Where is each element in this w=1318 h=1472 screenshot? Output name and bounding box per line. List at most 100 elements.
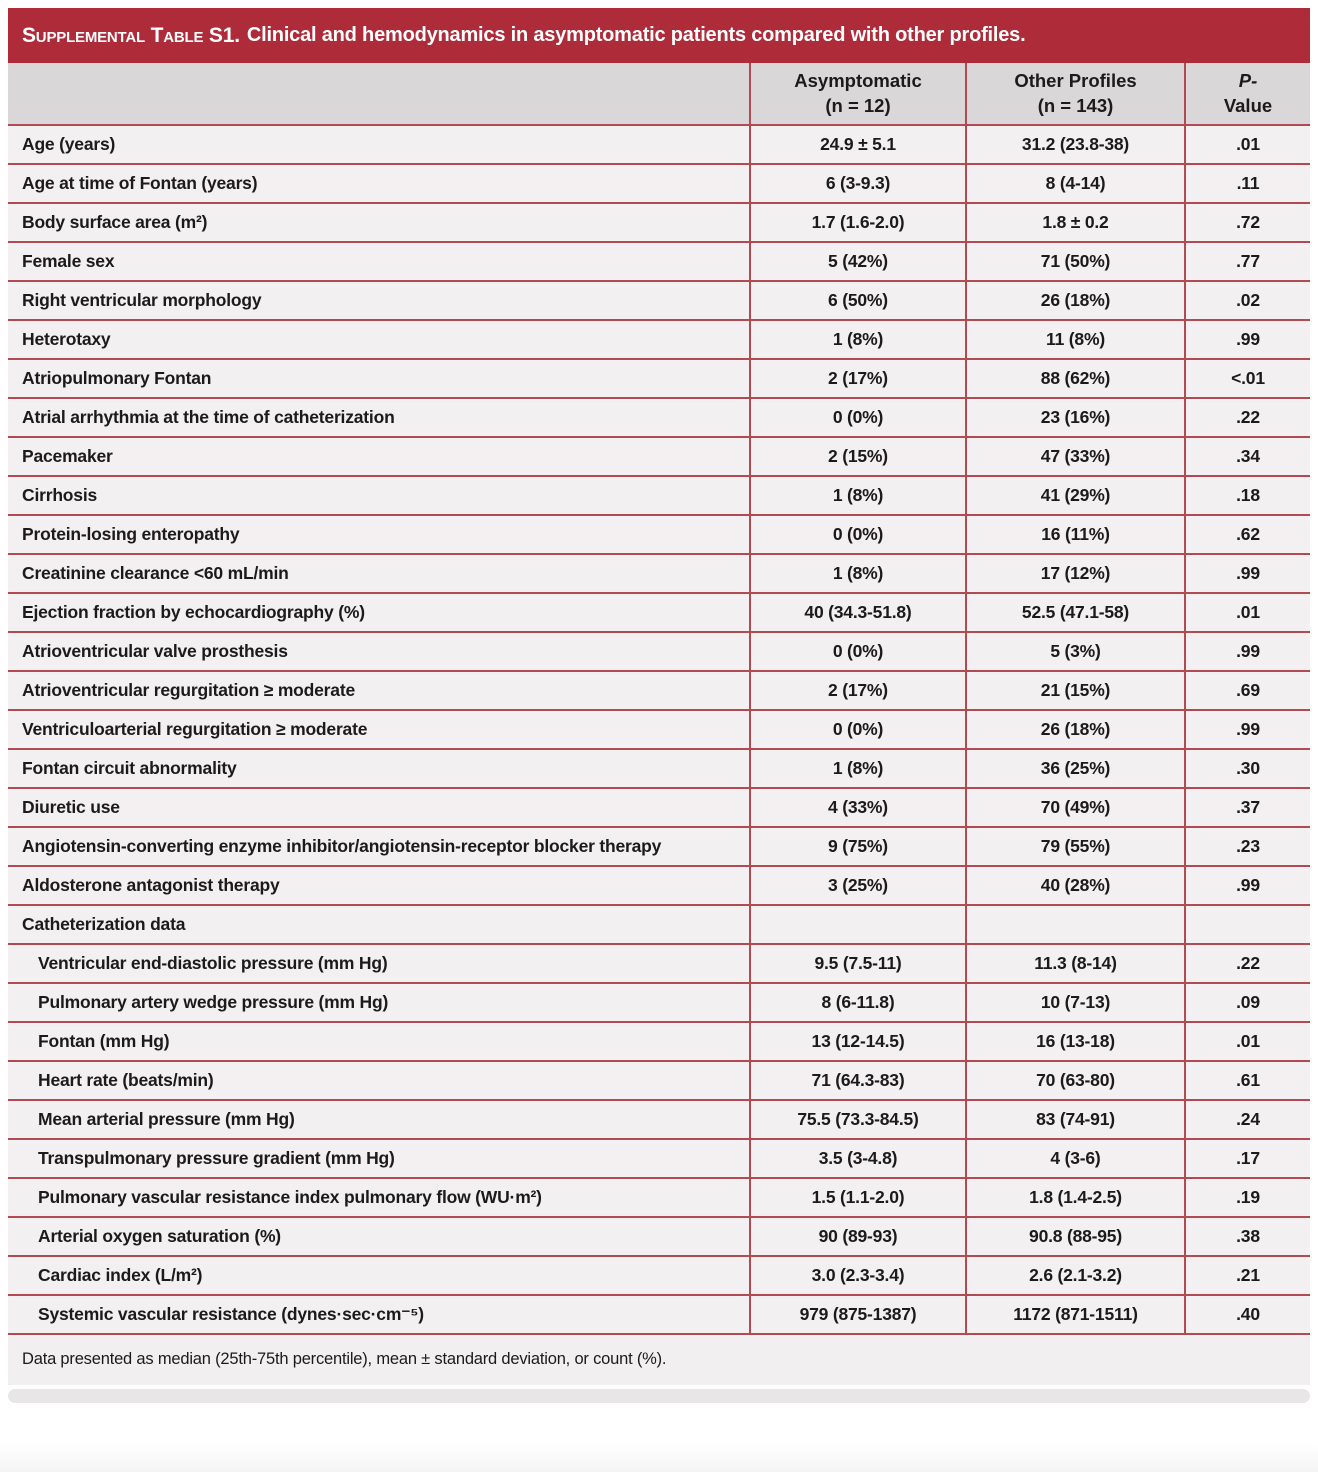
cell-asymptomatic: 0 (0%) [749, 631, 966, 671]
cell-asymptomatic: 13 (12-14.5) [749, 1021, 966, 1061]
row-label: Cardiac index (L/m²) [8, 1255, 750, 1295]
cell-asymptomatic: 0 (0%) [749, 397, 966, 437]
cell-asymptomatic: 75.5 (73.3-84.5) [749, 1099, 966, 1139]
cell-other-profiles: 5 (3%) [965, 631, 1185, 671]
row-label: Pacemaker [8, 436, 750, 476]
row-label: Ventriculoarterial regurgitation ≥ moder… [8, 709, 750, 749]
cell-asymptomatic: 6 (50%) [749, 280, 966, 320]
row-label: Protein-losing enteropathy [8, 514, 750, 554]
cell-p-value: .99 [1184, 631, 1310, 671]
table-row: Age (years) 24.9 ± 5.1 31.2 (23.8-38) .0… [8, 125, 1310, 164]
row-label: Diuretic use [8, 787, 750, 827]
table-row: Cirrhosis 1 (8%) 41 (29%) .18 [8, 475, 1310, 515]
table-row: Ventricular end-diastolic pressure (mm H… [8, 943, 1310, 983]
cell-p-value: .72 [1184, 202, 1310, 242]
cell-asymptomatic: 0 (0%) [749, 514, 966, 554]
cell-p-value: .01 [1184, 1021, 1310, 1061]
cell-p-value: .99 [1184, 709, 1310, 749]
cell-p-value: .22 [1184, 943, 1310, 983]
cell-p-value: .01 [1184, 125, 1310, 164]
table-title-banner: Supplemental Table S1. Clinical and hemo… [8, 8, 1310, 63]
scrollbar-thumb[interactable] [8, 1389, 1310, 1403]
cell-other-profiles: 10 (7-13) [965, 982, 1185, 1022]
cell-asymptomatic: 2 (15%) [749, 436, 966, 476]
row-label: Creatinine clearance <60 mL/min [8, 553, 750, 593]
table-row: Age at time of Fontan (years) 6 (3-9.3) … [8, 163, 1310, 203]
cell-other-profiles: 70 (49%) [965, 787, 1185, 827]
row-label: Atriopulmonary Fontan [8, 358, 750, 398]
table-row: Creatinine clearance <60 mL/min 1 (8%) 1… [8, 553, 1310, 593]
cell-other-profiles [965, 904, 1185, 944]
cell-asymptomatic: 9 (75%) [749, 826, 966, 866]
cell-asymptomatic: 2 (17%) [749, 670, 966, 710]
cell-asymptomatic: 90 (89-93) [749, 1216, 966, 1256]
cell-p-value: .02 [1184, 280, 1310, 320]
table-row: Female sex 5 (42%) 71 (50%) .77 [8, 241, 1310, 281]
cell-asymptomatic: 1 (8%) [749, 319, 966, 359]
table-row: Diuretic use 4 (33%) 70 (49%) .37 [8, 787, 1310, 827]
row-label: Mean arterial pressure (mm Hg) [8, 1099, 750, 1139]
table-row: Arterial oxygen saturation (%) 90 (89-93… [8, 1216, 1310, 1256]
table-row: Protein-losing enteropathy 0 (0%) 16 (11… [8, 514, 1310, 554]
cell-p-value: .38 [1184, 1216, 1310, 1256]
cell-asymptomatic: 1.5 (1.1-2.0) [749, 1177, 966, 1217]
horizontal-scrollbar [8, 1389, 1310, 1403]
table-body: Age (years) 24.9 ± 5.1 31.2 (23.8-38) .0… [8, 125, 1310, 1335]
cell-p-value: .37 [1184, 787, 1310, 827]
header-asymptomatic: Asymptomatic (n = 12) [749, 63, 966, 126]
cell-p-value: .19 [1184, 1177, 1310, 1217]
cell-asymptomatic: 1 (8%) [749, 553, 966, 593]
table-row: Atriopulmonary Fontan 2 (17%) 88 (62%) <… [8, 358, 1310, 398]
table-row: Ventriculoarterial regurgitation ≥ moder… [8, 709, 1310, 749]
row-label: Atrioventricular regurgitation ≥ moderat… [8, 670, 750, 710]
row-label: Aldosterone antagonist therapy [8, 865, 750, 905]
clinical-hemodynamics-table: Asymptomatic (n = 12) Other Profiles (n … [8, 63, 1310, 1335]
cell-asymptomatic: 1 (8%) [749, 475, 966, 515]
cell-other-profiles: 70 (63-80) [965, 1060, 1185, 1100]
row-label: Fontan (mm Hg) [8, 1021, 750, 1061]
cell-p-value: .21 [1184, 1255, 1310, 1295]
cell-p-value: .23 [1184, 826, 1310, 866]
cell-other-profiles: 17 (12%) [965, 553, 1185, 593]
cell-p-value: .99 [1184, 865, 1310, 905]
cell-asymptomatic: 71 (64.3-83) [749, 1060, 966, 1100]
cell-p-value: .24 [1184, 1099, 1310, 1139]
header-row: Asymptomatic (n = 12) Other Profiles (n … [8, 63, 1310, 126]
table-row: Pulmonary vascular resistance index pulm… [8, 1177, 1310, 1217]
table-footnote: Data presented as median (25th-75th perc… [8, 1335, 1310, 1385]
cell-p-value: .99 [1184, 553, 1310, 593]
row-label: Atrioventricular valve prosthesis [8, 631, 750, 671]
row-label: Catheterization data [8, 904, 750, 944]
cell-other-profiles: 36 (25%) [965, 748, 1185, 788]
cell-asymptomatic: 4 (33%) [749, 787, 966, 827]
row-label: Atrial arrhythmia at the time of cathete… [8, 397, 750, 437]
table-header: Asymptomatic (n = 12) Other Profiles (n … [8, 63, 1310, 126]
row-label: Age (years) [8, 125, 750, 164]
cell-p-value: <.01 [1184, 358, 1310, 398]
cell-p-value: .17 [1184, 1138, 1310, 1178]
cell-other-profiles: 8 (4-14) [965, 163, 1185, 203]
cell-asymptomatic [749, 904, 966, 944]
row-label: Ejection fraction by echocardiography (%… [8, 592, 750, 632]
row-label: Body surface area (m²) [8, 202, 750, 242]
cell-p-value: .30 [1184, 748, 1310, 788]
row-label: Arterial oxygen saturation (%) [8, 1216, 750, 1256]
cell-asymptomatic: 3.0 (2.3-3.4) [749, 1255, 966, 1295]
cell-p-value: .22 [1184, 397, 1310, 437]
cell-asymptomatic: 9.5 (7.5-11) [749, 943, 966, 983]
cell-other-profiles: 31.2 (23.8-38) [965, 125, 1185, 164]
table-row: Atrioventricular regurgitation ≥ moderat… [8, 670, 1310, 710]
cell-other-profiles: 41 (29%) [965, 475, 1185, 515]
cell-other-profiles: 1.8 ± 0.2 [965, 202, 1185, 242]
cell-asymptomatic: 2 (17%) [749, 358, 966, 398]
table-row: Heterotaxy 1 (8%) 11 (8%) .99 [8, 319, 1310, 359]
row-label: Transpulmonary pressure gradient (mm Hg) [8, 1138, 750, 1178]
cell-p-value: .11 [1184, 163, 1310, 203]
cell-other-profiles: 79 (55%) [965, 826, 1185, 866]
table-row: Fontan (mm Hg) 13 (12-14.5) 16 (13-18) .… [8, 1021, 1310, 1061]
row-label: Pulmonary vascular resistance index pulm… [8, 1177, 750, 1217]
table-title-label: Supplemental Table S1. [22, 23, 240, 47]
cell-asymptomatic: 3 (25%) [749, 865, 966, 905]
row-label: Angiotensin-converting enzyme inhibitor/… [8, 826, 750, 866]
